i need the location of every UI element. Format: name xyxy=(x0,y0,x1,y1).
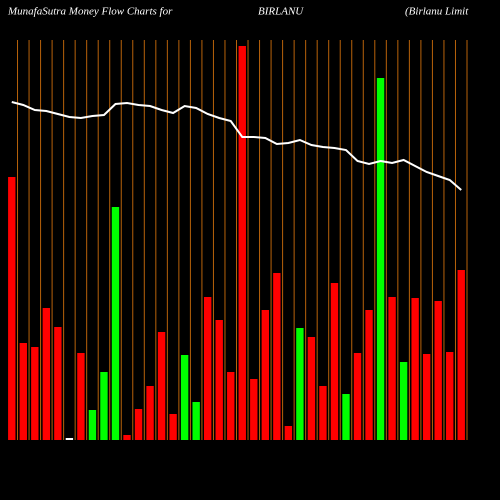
bar xyxy=(446,352,454,440)
bar xyxy=(77,353,85,440)
bar xyxy=(203,297,212,440)
bar xyxy=(169,414,177,440)
bar xyxy=(146,386,154,440)
chart-symbol: BIRLANU xyxy=(258,6,304,18)
bar xyxy=(19,343,27,440)
bar xyxy=(319,386,327,440)
bar xyxy=(434,301,442,440)
bar xyxy=(157,332,166,440)
bar xyxy=(65,438,74,440)
chart-title: MunafaSutra Money Flow Charts for xyxy=(7,6,173,18)
bar xyxy=(238,46,246,440)
bar xyxy=(307,337,316,440)
bar xyxy=(250,379,258,440)
bar xyxy=(180,355,189,440)
bar xyxy=(88,410,97,440)
chart-company: (Birlanu Limit xyxy=(405,6,469,18)
bar xyxy=(284,426,293,440)
bar xyxy=(422,354,431,440)
bar xyxy=(111,207,120,440)
bar xyxy=(353,353,362,440)
bar xyxy=(42,308,51,440)
bar xyxy=(215,320,223,440)
flow-line xyxy=(11,101,462,191)
bar xyxy=(365,310,373,440)
bar xyxy=(273,273,281,440)
bar xyxy=(296,328,304,440)
bar xyxy=(261,310,270,440)
bar xyxy=(411,298,419,440)
bar xyxy=(330,283,339,440)
bar xyxy=(8,177,16,440)
bar xyxy=(100,372,108,440)
bar xyxy=(376,78,385,440)
bar xyxy=(123,435,131,440)
bar xyxy=(399,362,408,440)
bar xyxy=(31,347,39,440)
bar xyxy=(388,297,396,440)
bar xyxy=(134,409,143,440)
bar xyxy=(457,270,465,440)
bar xyxy=(227,372,235,440)
bar xyxy=(342,394,350,440)
bar xyxy=(54,327,62,440)
bar xyxy=(192,402,200,440)
